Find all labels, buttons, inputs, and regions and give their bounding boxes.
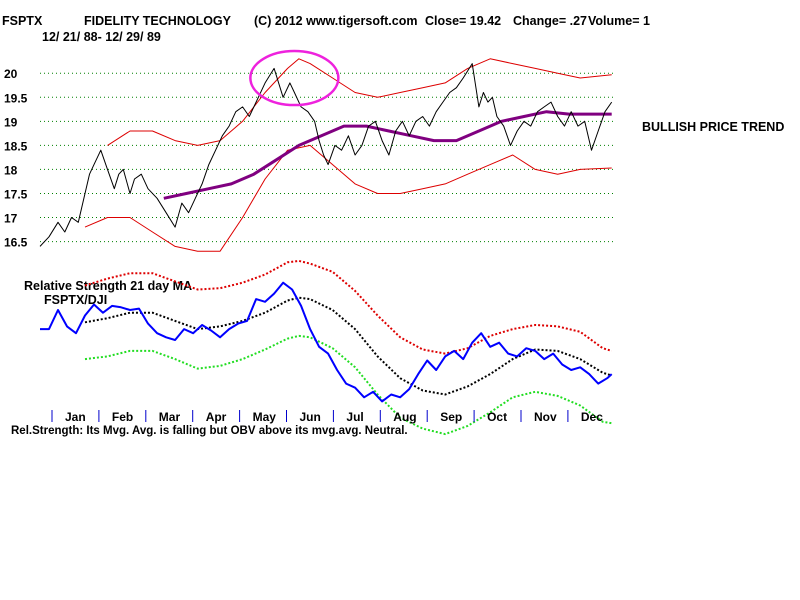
rs-status-text: Rel.Strength: Its Mvg. Avg. is falling b… [11, 425, 408, 437]
month-label: Feb [112, 410, 133, 424]
price-y-tick-label: 17.5 [4, 187, 28, 201]
rs-series-group [40, 259, 613, 436]
copyright: (C) 2012 www.tigersoft.com [254, 14, 417, 28]
price-gridlines [40, 72, 614, 243]
price-moving-average-line [163, 110, 612, 200]
month-label: May [253, 410, 277, 424]
date-range: 12/ 21/ 88- 12/ 29/ 89 [42, 30, 161, 44]
month-label: Mar [159, 410, 181, 424]
price-y-tick-label: 20 [4, 67, 18, 81]
price-y-tick-label: 17 [4, 212, 18, 226]
rs-lower-band-line [84, 334, 612, 436]
price-upper-band-line [107, 58, 612, 146]
highlight-circle [249, 49, 340, 107]
price-y-tick-label: 16.5 [4, 236, 28, 250]
month-axis: Jan Feb Mar Apr May Jun Jul Aug Sep Oct Nov Dec [51, 410, 603, 424]
close-value: Close= 19.42 [425, 14, 501, 28]
month-label: Jan [65, 410, 86, 424]
month-label: Aug [393, 410, 416, 424]
rs-ma-line [84, 296, 612, 396]
price-y-tick-label: 19.5 [4, 91, 28, 105]
trend-annotation: BULLISH PRICE TREND [642, 120, 784, 134]
symbol-label: FSPTX [2, 14, 43, 28]
change-value: Change= .27 [513, 14, 587, 28]
price-y-tick-label: 18.5 [4, 139, 28, 153]
price-y-tick-label: 19 [4, 115, 18, 129]
volume-value: Volume= 1 [588, 14, 650, 28]
rs-upper-band-line [84, 259, 612, 355]
month-label: Apr [206, 410, 227, 424]
month-label: Nov [534, 410, 557, 424]
price-lower-band-line [84, 144, 612, 252]
month-label: Sep [440, 410, 462, 424]
month-label: Jul [346, 410, 363, 424]
rs-title: Relative Strength 21 day MA [24, 279, 192, 293]
month-label: Oct [487, 410, 507, 424]
price-y-tick-label: 18 [4, 163, 18, 177]
month-label: Dec [581, 410, 603, 424]
rs-subtitle: FSPTX/DJI [44, 293, 107, 307]
rs-line [40, 281, 613, 403]
price-series-group [39, 58, 613, 252]
fund-name: FIDELITY TECHNOLOGY [84, 14, 232, 28]
price-line [39, 63, 613, 247]
price-y-tick-labels: 16.5 17 17.5 18 18.5 19 19.5 20 [4, 67, 28, 249]
month-label: Jun [300, 410, 321, 424]
